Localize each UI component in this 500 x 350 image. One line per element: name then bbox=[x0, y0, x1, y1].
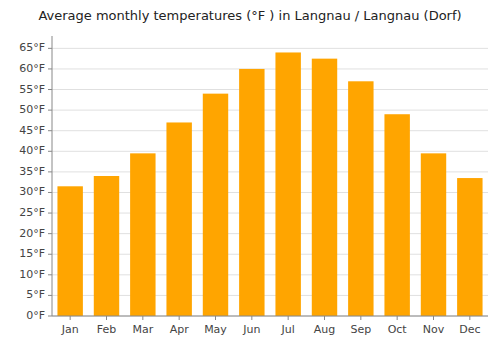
grid-line bbox=[52, 151, 488, 152]
y-tick bbox=[48, 254, 52, 255]
y-tick-label: 65°F bbox=[19, 41, 45, 54]
page: {"chart_data": {"type": "bar", "title": … bbox=[0, 0, 500, 350]
title: Average monthly temperatures (°F ) in La… bbox=[38, 8, 461, 23]
y-tick-label: 20°F bbox=[19, 227, 45, 240]
x-tick bbox=[215, 316, 216, 320]
y-tick-label: 0°F bbox=[26, 309, 45, 322]
grid-line bbox=[52, 110, 488, 111]
x-tick bbox=[142, 316, 143, 320]
x-tick bbox=[469, 316, 470, 320]
bar bbox=[312, 59, 337, 316]
x-tick-label: Nov bbox=[423, 323, 445, 336]
x-tick bbox=[179, 316, 180, 320]
x-tick bbox=[288, 316, 289, 320]
y-tick bbox=[48, 110, 52, 111]
x-tick-label: Jun bbox=[242, 323, 260, 336]
y-tick-label: 55°F bbox=[19, 83, 45, 96]
y-tick bbox=[48, 274, 52, 275]
x-tick-label: Dec bbox=[459, 323, 480, 336]
grid-line bbox=[52, 89, 488, 90]
chart: 0°F 5°F 10°F 15°F 20°F 25°F 30°F 35°F 40°F 45°F 50… bbox=[0, 0, 500, 350]
x-axis-line bbox=[52, 316, 488, 317]
x-tick bbox=[360, 316, 361, 320]
y-axis-line bbox=[52, 36, 53, 316]
x-tick-label: Aug bbox=[314, 323, 335, 336]
bars bbox=[57, 52, 482, 316]
y-tick bbox=[48, 48, 52, 49]
bar bbox=[348, 81, 373, 316]
bar bbox=[457, 178, 482, 316]
y-tick bbox=[48, 89, 52, 90]
x-tick-label: Jan bbox=[61, 323, 79, 336]
y-tick bbox=[48, 295, 52, 296]
bar bbox=[130, 153, 155, 316]
x-tick-label: Mar bbox=[132, 323, 153, 336]
x-tick bbox=[397, 316, 398, 320]
y-tick bbox=[48, 130, 52, 131]
x-axis: Jan Feb Mar Apr May Jun Jul Aug Sep Oct Nov Dec bbox=[52, 316, 488, 336]
grid-line bbox=[52, 48, 488, 49]
y-tick-label: 45°F bbox=[19, 124, 45, 137]
y-tick-label: 35°F bbox=[19, 165, 45, 178]
bar bbox=[166, 122, 191, 316]
x-tick bbox=[433, 316, 434, 320]
x-tick-label: Feb bbox=[97, 323, 116, 336]
y-tick-label: 25°F bbox=[19, 206, 45, 219]
chart-container: 0°F 5°F 10°F 15°F 20°F 25°F 30°F 35°F 40°F 45°F 50… bbox=[0, 0, 500, 350]
x-tick-label: May bbox=[204, 323, 227, 336]
y-tick-label: 60°F bbox=[19, 62, 45, 75]
y-tick-label: 10°F bbox=[19, 268, 45, 281]
y-tick-label: 50°F bbox=[19, 103, 45, 116]
bar bbox=[239, 69, 264, 316]
x-tick bbox=[106, 316, 107, 320]
y-tick bbox=[48, 192, 52, 193]
grid bbox=[52, 48, 488, 316]
x-tick bbox=[324, 316, 325, 320]
y-tick bbox=[48, 213, 52, 214]
bar bbox=[421, 153, 446, 316]
x-tick-label: Oct bbox=[388, 323, 408, 336]
x-tick bbox=[251, 316, 252, 320]
y-axis: 0°F 5°F 10°F 15°F 20°F 25°F 30°F 35°F 40°F 45°F 50… bbox=[19, 36, 52, 322]
x-tick-label: Jul bbox=[281, 323, 295, 336]
y-tick bbox=[48, 151, 52, 152]
bar bbox=[275, 52, 300, 316]
y-tick-label: 40°F bbox=[19, 144, 45, 157]
grid-line bbox=[52, 316, 488, 317]
y-tick bbox=[48, 68, 52, 69]
y-tick-label: 15°F bbox=[19, 247, 45, 260]
y-tick bbox=[48, 171, 52, 172]
bar bbox=[57, 186, 82, 316]
y-tick-label: 30°F bbox=[19, 185, 45, 198]
y-tick bbox=[48, 316, 52, 317]
bar bbox=[94, 176, 119, 316]
x-tick-label: Sep bbox=[350, 323, 371, 336]
y-tick-label: 5°F bbox=[26, 288, 45, 301]
y-tick bbox=[48, 233, 52, 234]
x-tick bbox=[70, 316, 71, 320]
grid-line bbox=[52, 68, 488, 69]
x-tick-label: Apr bbox=[170, 323, 190, 336]
bar bbox=[384, 114, 409, 316]
grid-line bbox=[52, 130, 488, 131]
bar bbox=[203, 94, 228, 316]
